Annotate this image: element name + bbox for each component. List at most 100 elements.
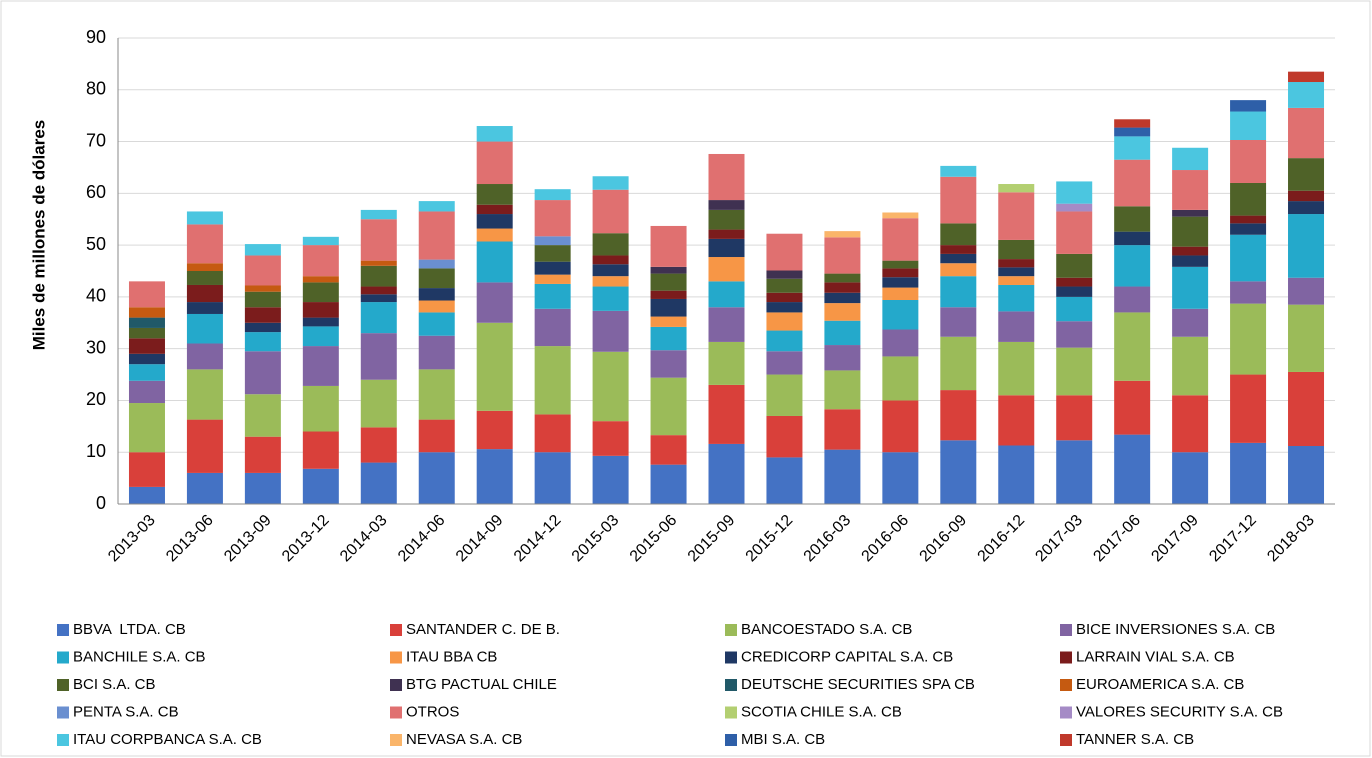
legend-label: ITAU CORPBANCA S.A. CB: [73, 731, 262, 748]
bar-segment: [940, 440, 977, 504]
bar-segment: [534, 236, 571, 246]
bar-segment: [476, 214, 513, 229]
bar-segment: [360, 265, 397, 287]
bar-segment: [186, 472, 223, 504]
bar-segment: [1288, 214, 1325, 278]
legend-swatch: [57, 734, 69, 746]
bar-segment: [1230, 303, 1267, 375]
bar-segment: [766, 233, 803, 271]
bar-segment: [534, 261, 571, 275]
bar-segment: [1056, 321, 1093, 348]
bar-segment: [418, 288, 455, 301]
bar-segment: [882, 452, 919, 504]
bar-segment: [998, 267, 1035, 277]
bar-segment: [708, 384, 745, 444]
bar-segment: [418, 419, 455, 453]
bar-segment: [1114, 127, 1151, 137]
bar-segment: [708, 257, 745, 282]
bar-segment: [1288, 107, 1325, 159]
bar-segment: [244, 351, 281, 395]
bar-segment: [882, 218, 919, 261]
bar-segment: [998, 276, 1035, 285]
bar-segment: [244, 332, 281, 352]
bar-segment: [418, 452, 455, 504]
bar-segment: [244, 255, 281, 286]
legend-swatch: [1060, 679, 1072, 691]
bar-segment: [534, 283, 571, 309]
bar-segment: [244, 285, 281, 292]
bar-segment: [360, 286, 397, 295]
bar-segment: [650, 298, 687, 317]
bar-segment: [418, 211, 455, 260]
bar-segment: [824, 409, 861, 450]
bar-segment: [766, 302, 803, 313]
bar-segment: [1288, 201, 1325, 215]
bar-segment: [302, 431, 339, 469]
bar-segment: [128, 307, 165, 318]
bar-segment: [708, 281, 745, 308]
bar-segment: [592, 233, 629, 256]
bar-segment: [650, 350, 687, 378]
bar-segment: [128, 353, 165, 365]
legend-label: CREDICORP CAPITAL S.A. CB: [741, 648, 953, 665]
bar-segment: [1172, 395, 1209, 453]
bar-segment: [302, 245, 339, 277]
bar-segment: [766, 415, 803, 458]
legend-swatch: [725, 706, 737, 719]
bar-segment: [244, 291, 281, 308]
bar-segment: [128, 281, 165, 308]
bar-segment: [940, 263, 977, 277]
bar-segment: [128, 338, 165, 354]
bar-segment: [1230, 223, 1267, 235]
y-tick-label: 0: [96, 493, 106, 513]
bar-segment: [534, 346, 571, 415]
bar-segment: [476, 141, 513, 185]
bar-segment: [302, 282, 339, 303]
bar-segment: [128, 403, 165, 453]
legend-label: LARRAIN VIAL S.A. CB: [1076, 648, 1235, 665]
bar-segment: [1172, 266, 1209, 309]
bar-segment: [592, 286, 629, 311]
bar-segment: [998, 445, 1035, 504]
bar-segment: [244, 472, 281, 504]
bar-segment: [592, 189, 629, 234]
bar-segment: [940, 336, 977, 391]
bar-segment: [766, 374, 803, 416]
bar-segment: [360, 260, 397, 266]
bar-segment: [1230, 281, 1267, 304]
bar-segment: [1114, 245, 1151, 287]
bar-segment: [1114, 136, 1151, 160]
bar-segment: [650, 316, 687, 327]
bar-segment: [1056, 253, 1093, 278]
legend-label: BANCOESTADO S.A. CB: [741, 621, 912, 638]
bar-segment: [186, 284, 223, 303]
bar-segment: [1230, 100, 1267, 112]
bar-segment: [1056, 296, 1093, 322]
bar-segment: [1230, 140, 1267, 183]
bar-segment: [128, 317, 165, 328]
bar-segment: [186, 224, 223, 264]
bar-segment: [418, 300, 455, 313]
bar-segment: [1288, 190, 1325, 202]
bar-segment: [650, 266, 687, 274]
bar-segment: [302, 302, 339, 318]
bar-segment: [1056, 211, 1093, 254]
bar-segment: [882, 260, 919, 269]
bar-segment: [708, 307, 745, 342]
bar-segment: [128, 364, 165, 381]
bar-segment: [882, 212, 919, 219]
bar-segment: [1172, 336, 1209, 396]
legend-swatch: [390, 651, 402, 664]
bar-segment: [592, 264, 629, 277]
legend-label: TANNER S.A. CB: [1076, 731, 1194, 748]
bar-segment: [534, 189, 571, 201]
y-tick-label: 20: [86, 389, 106, 409]
y-tick-label: 60: [86, 182, 106, 202]
bar-segment: [708, 238, 745, 258]
bar-segment: [708, 153, 745, 201]
legend-swatch: [390, 706, 402, 719]
bar-segment: [128, 486, 165, 504]
bar-segment: [998, 311, 1035, 342]
legend-label: BCI S.A. CB: [73, 676, 156, 693]
bar-segment: [476, 204, 513, 215]
